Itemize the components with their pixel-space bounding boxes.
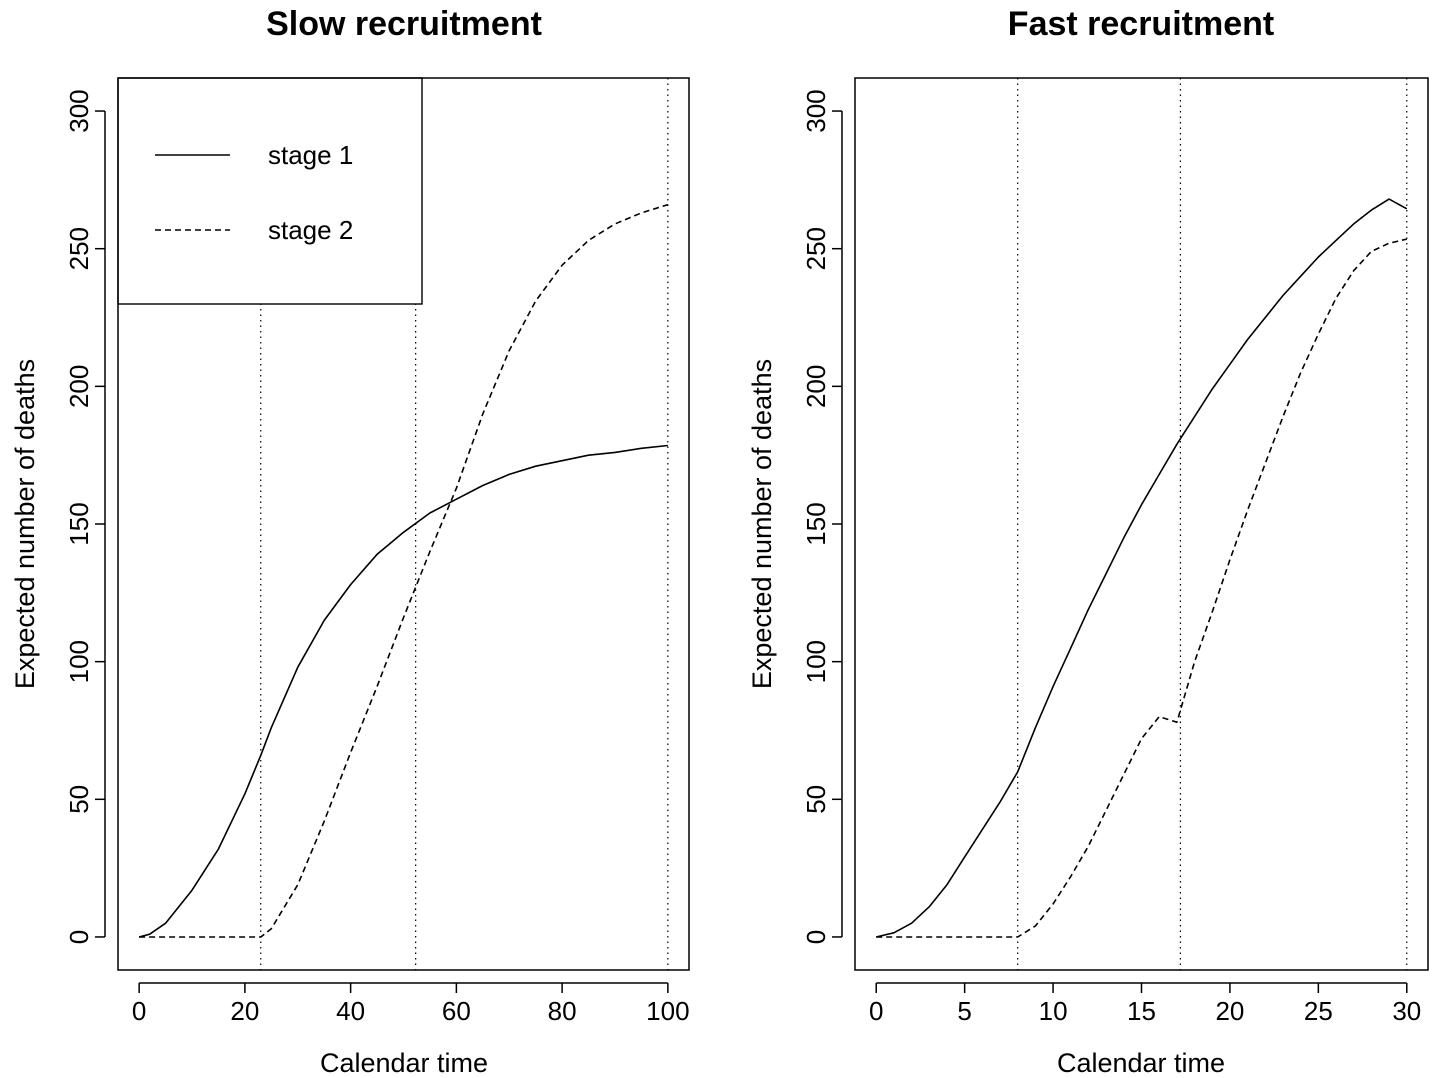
chart-panel-2: Fast recruitment 0 5 10 15 20 25 30 Calendar tim… [747,5,1429,1078]
y-tick-label: 150 [64,502,94,545]
y-tick-label: 250 [64,227,94,270]
chart-title: Slow recruitment [266,5,542,43]
x-axis-label: Calendar time [1057,1048,1225,1078]
y-tick-label: 50 [64,785,94,814]
y-axis-label: Expected number of deaths [747,359,777,689]
x-tick-label: 80 [548,996,577,1026]
y-tick-label: 250 [801,227,831,270]
x-tick-label: 30 [1392,996,1421,1026]
y-tick-label: 100 [64,640,94,683]
plot-frame [117,77,690,971]
legend-label: stage 2 [268,215,353,245]
y-tick-label: 100 [801,640,831,683]
plot-frame [854,77,1429,971]
x-tick-label: 25 [1304,996,1333,1026]
x-tick-label: 100 [646,996,689,1026]
y-axis: 0 50 100 150 200 250 300 [801,89,843,944]
series-line-stage-1 [876,198,1408,938]
chart-title: Fast recruitment [1008,5,1274,43]
series-line-stage-2 [139,203,669,938]
y-tick-label: 0 [64,930,94,944]
y-tick-label: 300 [64,89,94,132]
x-axis: 0 20 40 60 80 100 [132,982,690,1026]
y-tick-label: 200 [64,365,94,408]
y-tick-label: 200 [801,365,831,408]
x-axis-label: Calendar time [320,1048,488,1078]
y-tick-label: 50 [801,785,831,814]
x-axis: 0 5 10 15 20 25 30 [869,982,1421,1026]
legend-box [117,77,423,305]
y-tick-label: 300 [801,89,831,132]
x-tick-label: 10 [1039,996,1068,1026]
y-axis: 0 50 100 150 200 250 300 [64,89,106,944]
x-tick-label: 20 [1215,996,1244,1026]
x-tick-label: 15 [1127,996,1156,1026]
x-tick-label: 0 [869,996,883,1026]
x-tick-label: 0 [132,996,146,1026]
series-line-stage-2 [876,238,1407,938]
x-tick-label: 40 [336,996,365,1026]
x-tick-label: 5 [957,996,971,1026]
legend-label: stage 1 [268,140,353,170]
series-line-stage-1 [138,444,668,938]
x-tick-label: 60 [442,996,471,1026]
x-tick-label: 20 [230,996,259,1026]
chart-panel-1: Slow recruitment stage 1 stage 2 0 20 40 60 80 1… [10,5,690,1078]
y-tick-label: 0 [801,930,831,944]
y-tick-label: 150 [801,502,831,545]
legend: stage 1 stage 2 [117,77,423,305]
y-axis-label: Expected number of deaths [10,359,40,689]
